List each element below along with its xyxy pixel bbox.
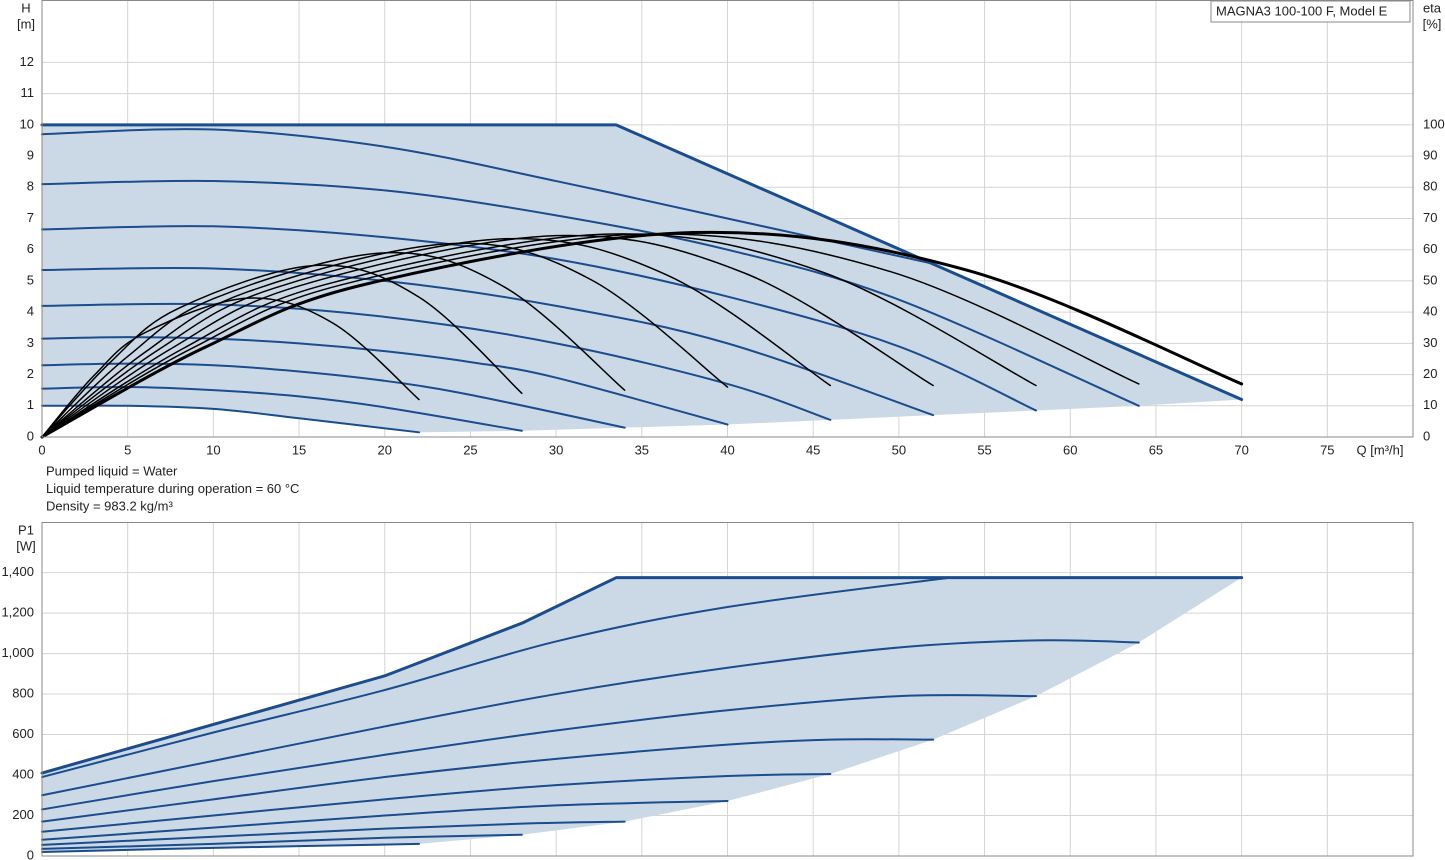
y-tick-label: 200 — [12, 807, 34, 822]
note: Density = 983.2 kg/m³ — [46, 498, 173, 513]
performance-curve — [41, 833, 523, 850]
x-tick-label: 45 — [806, 442, 820, 457]
performance-curve — [41, 179, 1140, 407]
efficiency-curve — [41, 251, 626, 438]
x-tick-label: 20 — [378, 442, 392, 457]
performance-curve — [41, 266, 935, 417]
x-tick-label: 50 — [892, 442, 906, 457]
performance-curve — [41, 386, 523, 432]
y-tick-label: 5 — [27, 272, 34, 287]
y2-tick-label: 80 — [1423, 179, 1437, 194]
note: Pumped liquid = Water — [46, 463, 178, 478]
x-tick-label: 40 — [720, 442, 734, 457]
x-tick-label: 60 — [1063, 442, 1077, 457]
efficiency-curve — [41, 264, 523, 438]
y-tick-label: 10 — [20, 116, 34, 131]
operating-range — [42, 577, 1242, 852]
y-tick-label: 4 — [27, 304, 34, 319]
y-tick-label: 1,000 — [1, 645, 34, 660]
x-tick-label: 30 — [549, 442, 563, 457]
plot-frame — [41, 0, 1414, 438]
performance-curve — [40, 576, 1244, 775]
y-tick-label: 12 — [20, 54, 34, 69]
model-box — [1210, 0, 1411, 23]
x-tick-label: 15 — [292, 442, 306, 457]
y-tick-label: 7 — [27, 210, 34, 225]
y-axis-label: H — [21, 0, 30, 15]
plot-frame — [41, 522, 1414, 857]
y-tick-label: 400 — [12, 766, 34, 781]
y-tick-label: 0 — [27, 428, 34, 443]
y-tick-label: 11 — [21, 85, 35, 100]
performance-curve — [41, 302, 832, 421]
y2-tick-label: 60 — [1423, 241, 1437, 256]
performance-curve — [41, 225, 1037, 412]
x-tick-label: 0 — [38, 442, 45, 457]
y2-tick-label: 10 — [1423, 397, 1437, 412]
x-tick-label: 35 — [635, 442, 649, 457]
efficiency-curve — [41, 297, 420, 438]
performance-curve — [41, 773, 832, 833]
y2-tick-label: 70 — [1423, 210, 1437, 225]
efficiency-curve — [41, 234, 934, 438]
y-axis-label: P1 — [18, 522, 34, 537]
y-tick-label: 9 — [27, 148, 34, 163]
performance-curve — [41, 842, 421, 853]
performance-curve — [41, 738, 935, 823]
efficiency-curve — [41, 237, 832, 438]
performance-curve — [41, 799, 729, 841]
performance-curve — [41, 639, 1140, 797]
y2-tick-label: 40 — [1423, 304, 1437, 319]
y2-tick-label: 20 — [1423, 366, 1437, 381]
y-tick-label: 1 — [27, 397, 34, 412]
x-tick-label: 10 — [206, 442, 220, 457]
y-tick-label: 3 — [27, 335, 34, 350]
y2-axis-label: eta — [1423, 0, 1442, 15]
operating-range — [42, 124, 1242, 433]
performance-curve — [41, 694, 1037, 811]
y-tick-label: 1,200 — [1, 605, 34, 620]
efficiency-curve — [41, 233, 1140, 438]
performance-curve — [41, 362, 626, 429]
y2-tick-label: 0 — [1423, 428, 1430, 443]
y2-tick-label: 100 — [1423, 116, 1445, 131]
y-tick-label: 2 — [27, 366, 34, 381]
performance-curve — [41, 336, 729, 426]
y-tick-label: 1,400 — [1, 564, 34, 579]
y-axis-unit: [m] — [17, 16, 35, 31]
efficiency-curve — [41, 233, 1037, 438]
x-tick-label: 65 — [1149, 442, 1163, 457]
efficiency-curve — [41, 242, 729, 438]
y2-tick-label: 30 — [1423, 335, 1437, 350]
model-label: MAGNA3 100-100 F, Model E — [1216, 3, 1388, 18]
y2-tick-label: 50 — [1423, 272, 1437, 287]
y-tick-label: 600 — [12, 726, 34, 741]
x-tick-label: 25 — [463, 442, 477, 457]
y-tick-label: 6 — [27, 241, 34, 256]
x-axis-label: Q [m³/h] — [1357, 442, 1404, 457]
y2-axis-unit: [%] — [1423, 16, 1442, 31]
y2-tick-label: 90 — [1423, 148, 1437, 163]
performance-curve — [41, 128, 935, 265]
y-tick-label: 800 — [12, 685, 34, 700]
x-tick-label: 75 — [1320, 442, 1334, 457]
x-tick-label: 5 — [124, 442, 131, 457]
performance-curve — [41, 404, 421, 434]
y-tick-label: 0 — [27, 847, 34, 860]
x-tick-label: 70 — [1234, 442, 1248, 457]
efficiency-curve — [40, 230, 1244, 439]
note: Liquid temperature during operation = 60… — [46, 481, 299, 496]
x-tick-label: 55 — [977, 442, 991, 457]
y-axis-unit: [W] — [16, 538, 36, 553]
performance-curve — [40, 123, 1244, 402]
performance-curve — [41, 820, 626, 846]
performance-curve — [41, 576, 952, 779]
y-tick-label: 8 — [27, 179, 34, 194]
